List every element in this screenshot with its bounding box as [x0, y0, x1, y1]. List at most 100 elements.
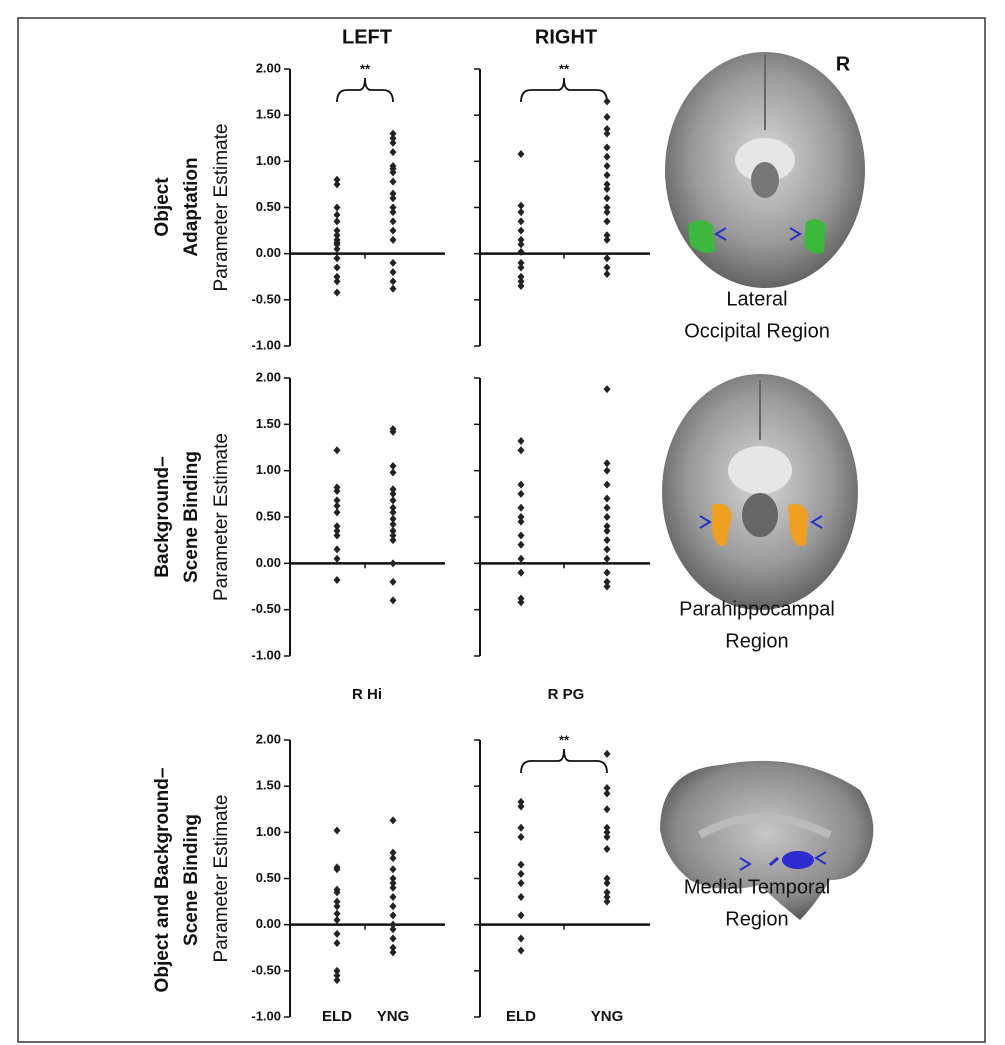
- data-point: [390, 816, 397, 824]
- data-point: [604, 494, 611, 502]
- y-tick-label: 2.00: [256, 369, 281, 384]
- data-point: [604, 481, 611, 489]
- y-tick-label: -0.50: [251, 291, 281, 306]
- data-point: [390, 259, 397, 267]
- data-point: [604, 236, 611, 244]
- data-point: [518, 555, 525, 563]
- data-point: [390, 925, 397, 933]
- region-label: Region: [725, 630, 788, 652]
- data-point: [390, 496, 397, 504]
- data-point: [390, 536, 397, 544]
- data-point: [604, 113, 611, 121]
- y-tick-label: -1.00: [251, 647, 281, 662]
- brain-axial-2: [662, 374, 858, 610]
- y-tick-label: 2.00: [256, 60, 281, 75]
- category-label: YNG: [591, 1008, 624, 1025]
- data-point: [390, 559, 397, 567]
- data-point: [604, 504, 611, 512]
- data-point: [518, 833, 525, 841]
- y-tick-label: -1.00: [251, 337, 281, 352]
- category-label: ELD: [322, 1008, 352, 1025]
- data-point: [518, 437, 525, 445]
- data-point: [334, 180, 341, 188]
- data-point: [604, 254, 611, 262]
- data-point: [518, 490, 525, 498]
- row-label: Background–: [152, 456, 173, 577]
- category-label: ELD: [506, 1008, 536, 1025]
- significance-bracket: [337, 78, 393, 102]
- data-point: [604, 583, 611, 591]
- data-point: [604, 217, 611, 225]
- data-point: [518, 870, 525, 878]
- data-point: [390, 227, 397, 235]
- data-point: [604, 162, 611, 170]
- panel-title: RIGHT: [535, 26, 597, 48]
- data-point: [518, 518, 525, 526]
- data-point: [390, 948, 397, 956]
- row-label: Object and Background–: [152, 768, 173, 993]
- row-label: Object: [152, 177, 173, 237]
- data-point: [390, 178, 397, 186]
- data-point: [390, 285, 397, 293]
- region-label: Medial Temporal: [684, 876, 830, 898]
- data-point: [604, 513, 611, 521]
- data-point: [390, 148, 397, 156]
- data-point: [604, 194, 611, 202]
- data-point: [604, 185, 611, 193]
- data-point: [604, 750, 611, 758]
- row-label: Scene Binding: [181, 451, 202, 583]
- data-point: [334, 508, 341, 516]
- data-point: [334, 976, 341, 984]
- data-point: [604, 153, 611, 161]
- data-point: [518, 541, 525, 549]
- data-point: [518, 208, 525, 216]
- data-point: [334, 264, 341, 272]
- significance-bracket: [521, 78, 607, 102]
- data-point: [390, 935, 397, 943]
- data-point: [604, 467, 611, 475]
- data-point: [518, 446, 525, 454]
- data-point: [334, 930, 341, 938]
- category-label: YNG: [377, 1008, 410, 1025]
- data-point: [604, 545, 611, 553]
- region-label: Occipital Region: [684, 320, 830, 342]
- data-point: [390, 268, 397, 276]
- data-point: [604, 459, 611, 467]
- data-point: [334, 446, 341, 454]
- data-point: [518, 282, 525, 290]
- data-point: [390, 902, 397, 910]
- data-point: [518, 911, 525, 919]
- data-point: [390, 139, 397, 147]
- data-point: [334, 576, 341, 584]
- data-point: [390, 884, 397, 892]
- y-tick-label: -1.00: [251, 1008, 281, 1023]
- data-point: [604, 569, 611, 577]
- y-tick-label: 1.50: [256, 416, 281, 431]
- data-point: [334, 916, 341, 924]
- data-point: [604, 833, 611, 841]
- data-point: [334, 204, 341, 212]
- data-point: [604, 898, 611, 906]
- data-point: [390, 865, 397, 873]
- data-point: [334, 254, 341, 262]
- y-tick-label: 2.00: [256, 731, 281, 746]
- y-tick-label: 1.50: [256, 107, 281, 122]
- data-point: [390, 277, 397, 285]
- data-point: [604, 270, 611, 278]
- y-tick-label: 0.00: [256, 245, 281, 260]
- data-point: [334, 826, 341, 834]
- data-point: [604, 527, 611, 535]
- region-label: Lateral: [726, 288, 787, 310]
- data-point: [604, 385, 611, 393]
- data-point: [518, 569, 525, 577]
- data-point: [518, 217, 525, 225]
- y-tick-label: -0.50: [251, 962, 281, 977]
- data-point: [518, 481, 525, 489]
- data-point: [518, 935, 525, 943]
- data-point: [604, 555, 611, 563]
- data-point: [518, 504, 525, 512]
- data-point: [390, 578, 397, 586]
- data-point: [518, 947, 525, 955]
- data-point: [390, 194, 397, 202]
- data-point: [390, 208, 397, 216]
